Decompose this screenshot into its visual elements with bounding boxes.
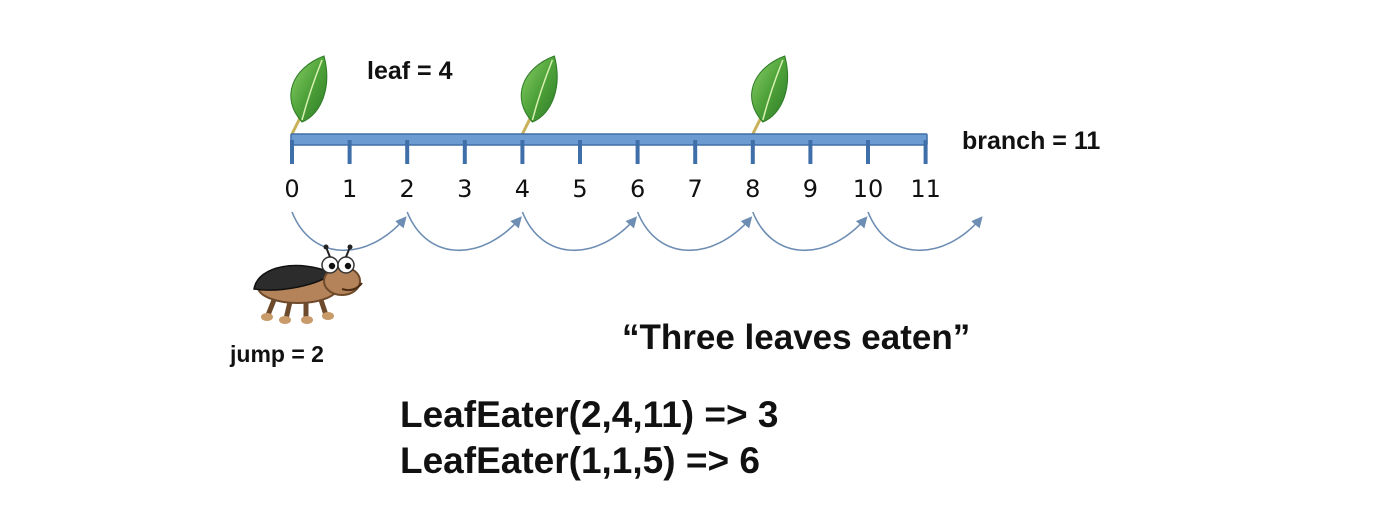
jump-arc <box>867 211 983 252</box>
branch-ticks <box>290 140 928 164</box>
leaf-icon <box>520 55 558 135</box>
result-quote: “Three leaves eaten” <box>622 318 971 357</box>
tick-labels: 0 1 2 3 4 5 6 7 8 9 10 11 <box>284 175 941 203</box>
tick-label: 0 <box>284 175 299 203</box>
leaf-label: leaf = 4 <box>367 57 453 85</box>
jump-arc <box>752 211 868 252</box>
jump-arc <box>291 211 407 252</box>
tick-label: 5 <box>572 175 587 203</box>
branch-bar <box>290 133 928 146</box>
tick-label: 9 <box>803 175 818 203</box>
leaves <box>290 55 789 135</box>
branch-label: branch = 11 <box>962 127 1100 155</box>
tick-label: 7 <box>688 175 703 203</box>
leaf-icon <box>751 55 789 135</box>
jump-arc <box>521 211 638 252</box>
jump-arc <box>406 211 522 252</box>
tick-label: 2 <box>400 175 415 203</box>
tick-label: 6 <box>630 175 645 203</box>
tick-label: 4 <box>515 175 530 203</box>
tick-label: 10 <box>853 175 884 203</box>
tick-label: 3 <box>457 175 472 203</box>
leaf-icon <box>290 55 328 135</box>
branch <box>290 133 928 146</box>
tick-label: 1 <box>342 175 357 203</box>
jump-label: jump = 2 <box>229 341 324 367</box>
example-line-1: LeafEater(2,4,11) => 3 <box>400 394 779 435</box>
examples: LeafEater(2,4,11) => 3 LeafEater(1,1,5) … <box>400 392 778 484</box>
beetle-icon <box>253 244 363 324</box>
tick-label: 8 <box>745 175 760 203</box>
tick-label: 11 <box>910 175 941 203</box>
jump-arc <box>636 211 753 252</box>
example-line-2: LeafEater(1,1,5) => 6 <box>400 440 760 481</box>
jump-arcs <box>291 211 983 252</box>
